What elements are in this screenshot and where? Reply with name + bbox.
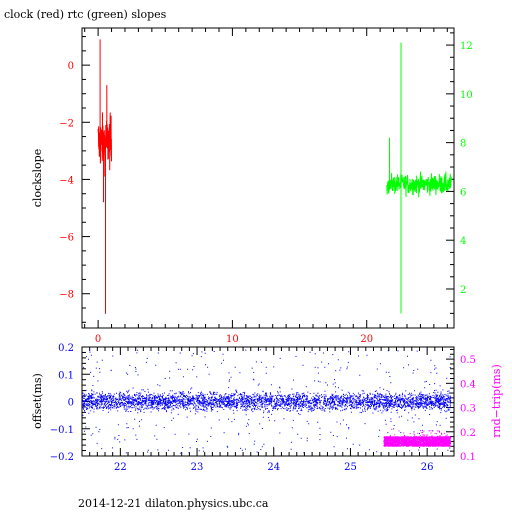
y2-tick-label: 4: [460, 236, 466, 247]
chart-title: clock (red) rtc (green) slopes: [4, 8, 167, 21]
top-plot-frame: [81, 27, 455, 329]
y-tick-label: −2: [59, 118, 74, 129]
y2-tick-label: 6: [460, 187, 466, 198]
rtc-slope-series: [386, 42, 452, 314]
y-tick-label: −4: [59, 175, 74, 186]
y2-tick-label: 0.4: [460, 379, 476, 390]
y2-tick-label: 0.5: [460, 355, 476, 366]
offset-scatter-series: [82, 349, 452, 454]
y-tick-label: 0.2: [58, 343, 74, 354]
y2-tick-label: 10: [460, 90, 473, 101]
y2-tick-label: 12: [460, 41, 473, 52]
top-plot-marks: 0 10 20 0 −2 −4 −6 −8 2 4 6 8 10 12: [59, 28, 473, 345]
x-tick-label: 10: [226, 334, 239, 345]
bottom-y2-axis-label: rnd−trip(ms): [490, 364, 503, 438]
footer-caption: 2014-12-21 dilaton.physics.ubc.ca: [78, 497, 269, 510]
top-y-axis-label: clockslope: [31, 149, 44, 207]
y2-tick-label: 2: [460, 285, 466, 296]
x-tick-label: 24: [267, 462, 280, 473]
y-tick-label: −0.1: [50, 425, 74, 436]
x-tick-label: 22: [114, 462, 127, 473]
y-tick-label: 0: [68, 61, 74, 72]
roundtrip-scatter-series: [383, 428, 452, 447]
x-tick-label: 0: [95, 334, 101, 345]
y2-tick-label: 0.1: [460, 452, 476, 463]
y2-tick-label: 0.3: [460, 404, 476, 415]
x-tick-label: 26: [421, 462, 434, 473]
x-tick-label: 20: [360, 334, 373, 345]
y-tick-label: −6: [59, 233, 74, 244]
clock-slope-series: [97, 39, 112, 314]
x-tick-label: 25: [344, 462, 357, 473]
bottom-plot-marks: 22 23 24 25 26 0.2 0.1 0 −0.1 −0.2 0.1 0.2 0.3 0.4 0.5: [50, 343, 476, 473]
y-tick-label: 0: [68, 398, 74, 409]
y2-tick-label: 0.2: [460, 428, 476, 439]
y-tick-label: 0.1: [58, 370, 74, 381]
y2-tick-label: 8: [460, 139, 466, 150]
bottom-y-axis-label: offset(ms): [31, 373, 44, 429]
x-tick-label: 23: [191, 462, 204, 473]
y-tick-label: −8: [59, 290, 74, 301]
y-tick-label: −0.2: [50, 452, 74, 463]
